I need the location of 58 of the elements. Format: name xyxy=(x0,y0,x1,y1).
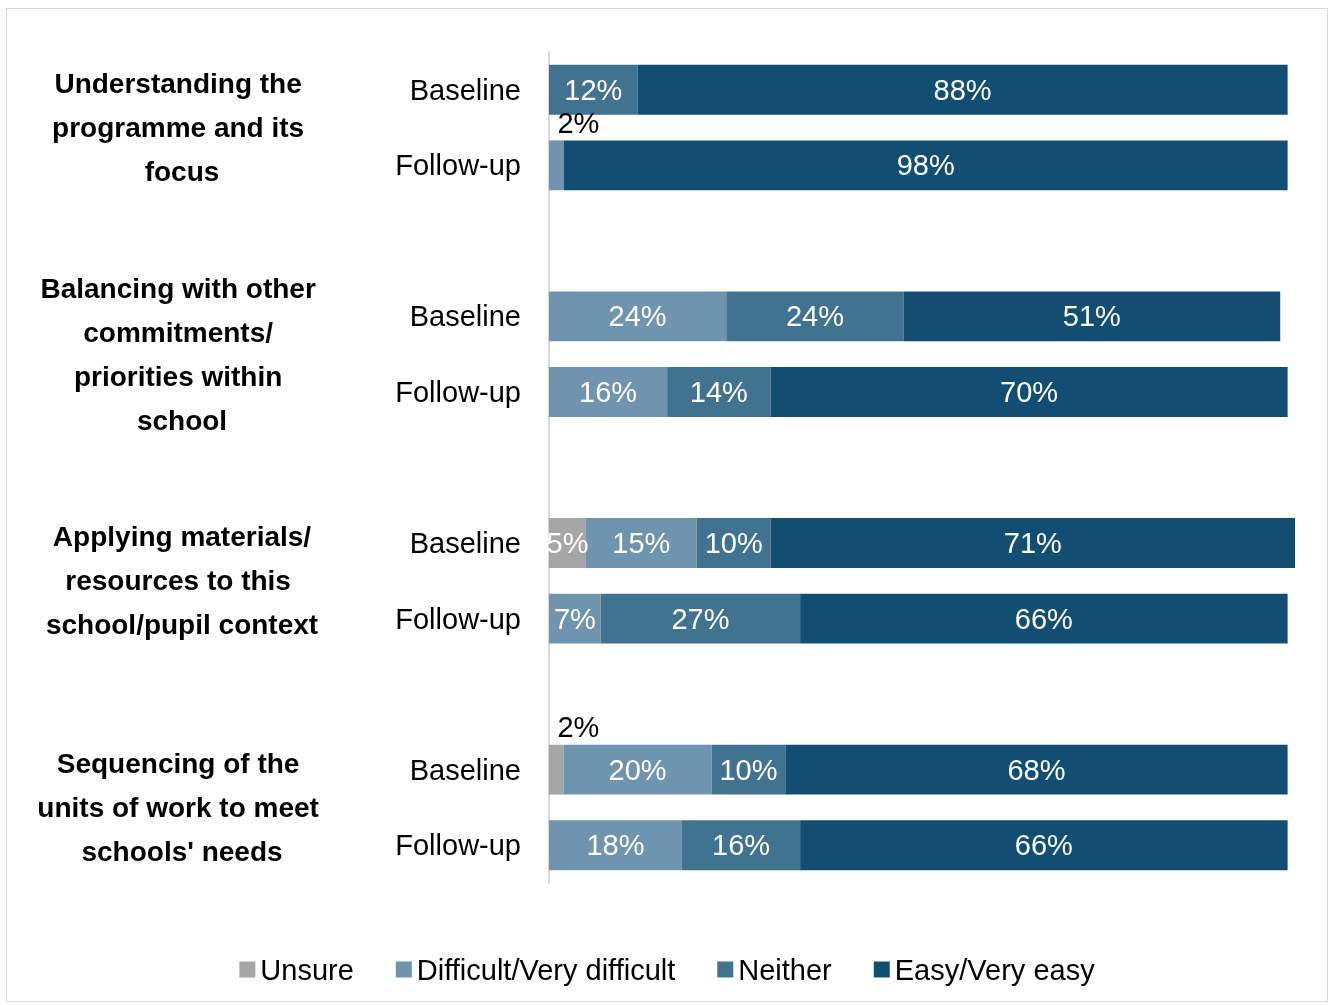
data-label: 98% xyxy=(896,149,955,182)
data-label: 2% xyxy=(557,106,600,139)
bar xyxy=(549,291,727,342)
data-label: 51% xyxy=(1062,300,1121,333)
bar xyxy=(549,744,564,795)
bar xyxy=(667,367,771,417)
bar xyxy=(770,518,1295,568)
legend-label: Difficult/Very difficult xyxy=(416,953,676,986)
data-label: 66% xyxy=(1014,602,1073,635)
data-label: 18% xyxy=(586,829,645,862)
legend-label: Easy/Very easy xyxy=(894,953,1096,986)
bar xyxy=(770,367,1288,417)
bar xyxy=(637,64,1288,115)
data-label: 10% xyxy=(719,753,778,786)
y-tick-label: Baseline xyxy=(409,300,521,333)
bar xyxy=(563,140,1288,191)
y-tick-label: Follow-up xyxy=(395,149,521,182)
data-label: 16% xyxy=(712,829,771,862)
legend-label: Neither xyxy=(738,953,833,986)
text: Balancing with other commitments/ priorities within school xyxy=(40,272,324,436)
bar xyxy=(681,820,801,871)
y-tick-label: Baseline xyxy=(409,753,521,786)
data-label: 15% xyxy=(612,527,671,560)
bar xyxy=(549,140,564,191)
bar xyxy=(785,744,1288,795)
data-label: 10% xyxy=(704,527,763,560)
bar xyxy=(800,593,1288,644)
data-label: 14% xyxy=(689,375,748,408)
data-label: 7% xyxy=(553,602,596,635)
y-tick-label: Baseline xyxy=(409,73,521,106)
y-tick-label: Follow-up xyxy=(395,375,521,408)
data-label: 68% xyxy=(1007,753,1066,786)
data-label: 24% xyxy=(785,300,844,333)
text: Sequencing of the units of work to meet schools' needs xyxy=(37,747,327,867)
bar xyxy=(600,593,801,644)
bar xyxy=(549,367,668,417)
text: Understanding the programme and its focus xyxy=(52,68,312,188)
text: Applying materials/resources to this school/pupil context xyxy=(45,521,319,641)
data-label: 66% xyxy=(1014,829,1073,862)
data-label: 16% xyxy=(579,375,638,408)
bar xyxy=(549,820,682,871)
y-tick-label: Baseline xyxy=(409,527,521,560)
data-label: 71% xyxy=(1003,527,1062,560)
y-tick-label: Follow-up xyxy=(395,829,521,862)
data-label: 2% xyxy=(557,711,600,744)
data-label: 5% xyxy=(546,527,589,560)
data-label: 88% xyxy=(933,73,992,106)
data-label: 70% xyxy=(1000,375,1059,408)
data-label: 27% xyxy=(671,602,730,635)
bar xyxy=(563,744,712,795)
bar xyxy=(800,820,1288,871)
data-label: 12% xyxy=(564,73,623,106)
bar xyxy=(726,291,904,342)
data-label: 20% xyxy=(608,753,667,786)
data-label: 24% xyxy=(608,300,667,333)
legend-label: Unsure xyxy=(260,953,354,986)
bar xyxy=(903,291,1281,342)
y-tick-label: Follow-up xyxy=(395,602,521,635)
